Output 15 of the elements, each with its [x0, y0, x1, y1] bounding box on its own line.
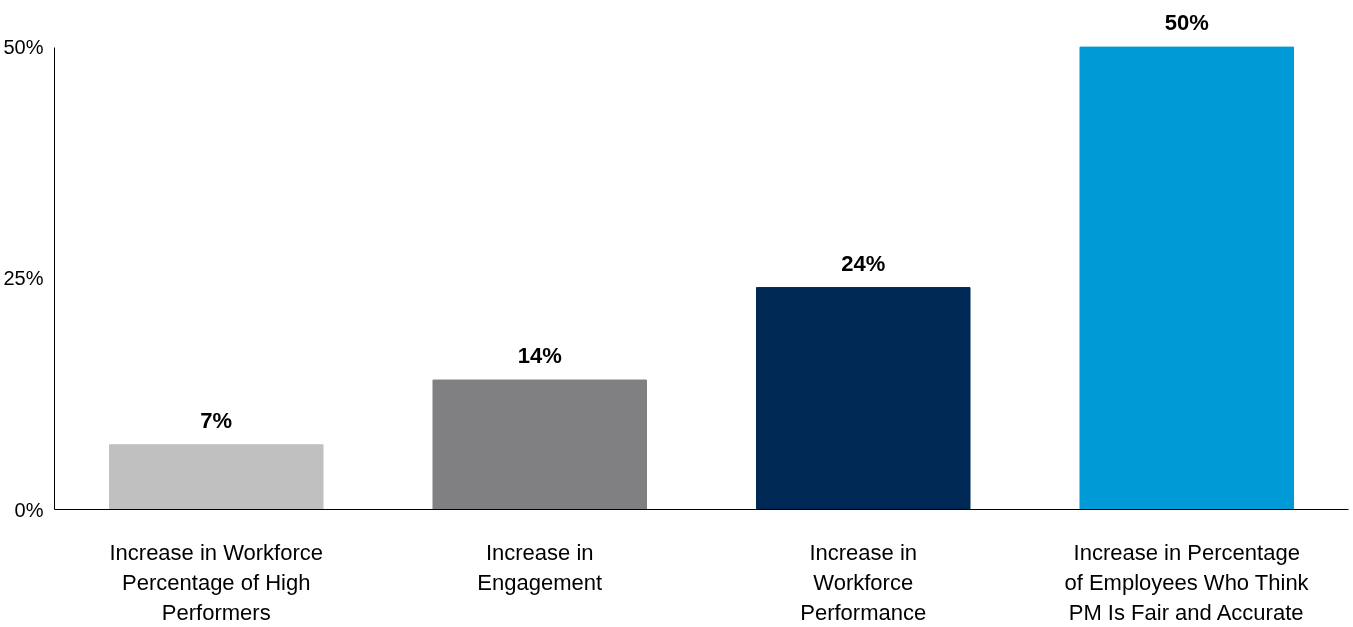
x-tick-label: Increase in Workforce Performance	[800, 539, 927, 625]
bar	[109, 444, 324, 510]
x-tick-label: Increase in Percentage of Employees Who Think PM Is Fair and Accurate	[1064, 539, 1310, 625]
bar	[432, 379, 648, 510]
y-tick-label: 0%	[14, 498, 44, 521]
bar	[1079, 46, 1295, 510]
data-label: 7%	[200, 407, 233, 433]
y-tick-label: 25%	[3, 267, 44, 290]
x-tick-label: Increase in Workforce Percentage of High Performers	[109, 539, 324, 625]
x-tick-label: Increase in Engagement	[477, 539, 603, 595]
data-label: 14%	[517, 343, 562, 369]
data-label: 24%	[841, 250, 886, 276]
bar	[755, 287, 971, 510]
data-label: 50%	[1164, 10, 1209, 36]
y-tick-label: 50%	[3, 36, 44, 59]
